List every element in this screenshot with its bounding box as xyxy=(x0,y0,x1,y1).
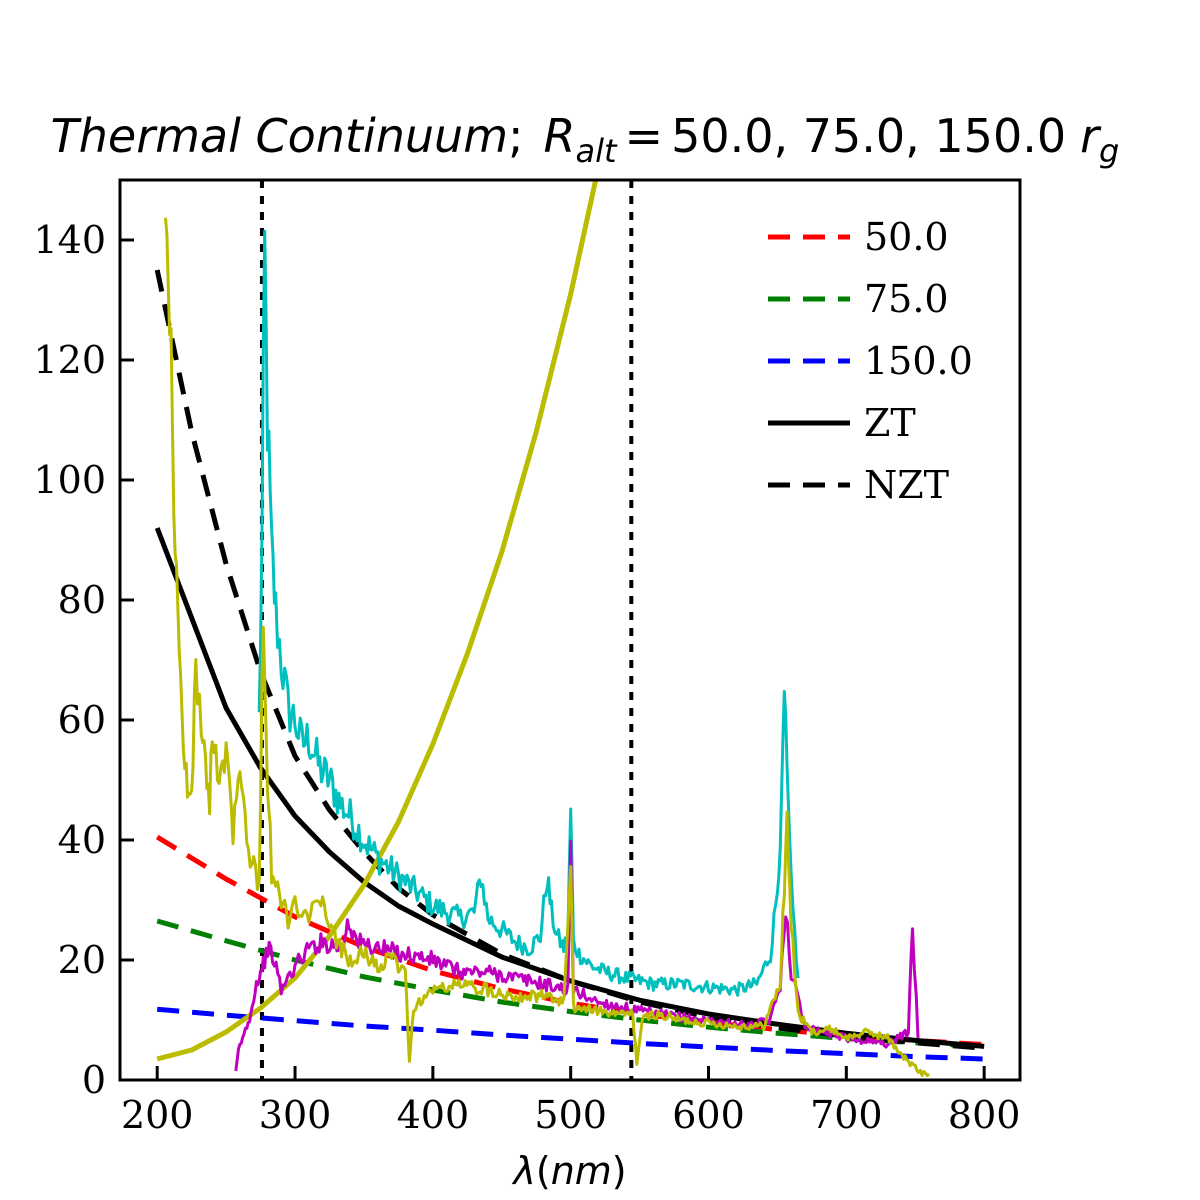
title-symbol: R xyxy=(544,109,576,163)
x-tick-label-500: 500 xyxy=(534,1093,607,1137)
legend-label-75-0: 75.0 xyxy=(864,277,949,321)
y-tick-label-0: 0 xyxy=(82,1058,106,1102)
title-separator: ; xyxy=(508,109,524,163)
title-prefix: Thermal Continuum xyxy=(51,109,508,163)
y-tick-label-100: 100 xyxy=(33,458,106,502)
x-axis-label: λ(nm) xyxy=(511,1149,626,1193)
y-tick-label-60: 60 xyxy=(58,698,106,742)
x-tick-label-600: 600 xyxy=(672,1093,745,1137)
x-axis-label-unit: nm xyxy=(551,1149,612,1193)
y-tick-label-40: 40 xyxy=(58,818,106,862)
legend-label-150-0: 150.0 xyxy=(864,339,973,383)
x-tick-label-400: 400 xyxy=(397,1093,470,1137)
y-tick-label-20: 20 xyxy=(58,938,106,982)
legend-label-50-0: 50.0 xyxy=(864,215,949,259)
y-tick-label-80: 80 xyxy=(58,578,106,622)
x-axis-label-symbol: λ xyxy=(511,1149,536,1193)
x-axis-label-open: ( xyxy=(536,1149,551,1193)
spectrum-line-2 xyxy=(164,217,931,1078)
legend-label-zt: ZT xyxy=(864,401,916,445)
x-axis-label-close: ) xyxy=(612,1149,627,1193)
title-values: 50.0, 75.0, 150.0 xyxy=(671,109,1066,163)
series-line-nzt xyxy=(154,269,985,1051)
x-tick-label-300: 300 xyxy=(259,1093,332,1137)
y-tick-label-140: 140 xyxy=(33,218,106,262)
legend: 50.0 75.0 150.0 ZT NZT xyxy=(768,215,973,507)
y-axis-ticks: 0 20 40 60 80 100 120 140 xyxy=(33,218,134,1102)
title-equals: = xyxy=(625,109,664,163)
series-line-50.0 xyxy=(155,834,985,1048)
spectra xyxy=(164,217,931,1078)
series-line-zt xyxy=(154,527,985,1049)
x-tick-label-200: 200 xyxy=(121,1093,194,1137)
series-line-curve-5 xyxy=(156,180,599,1062)
title-unit-subscript: g xyxy=(1099,132,1119,170)
title-unit-symbol: r xyxy=(1080,109,1102,163)
x-tick-label-800: 800 xyxy=(948,1093,1021,1137)
title-subscript: alt xyxy=(575,132,618,170)
x-tick-label-700: 700 xyxy=(810,1093,883,1137)
spectrum-line-0 xyxy=(257,229,800,997)
x-axis-ticks: 200 300 400 500 600 700 800 xyxy=(121,1066,1020,1137)
legend-label-nzt: NZT xyxy=(864,463,949,507)
y-tick-label-120: 120 xyxy=(33,338,106,382)
chart-title: Thermal Continuum; Ralt = 50.0, 75.0, 150.0… xyxy=(51,109,1120,170)
